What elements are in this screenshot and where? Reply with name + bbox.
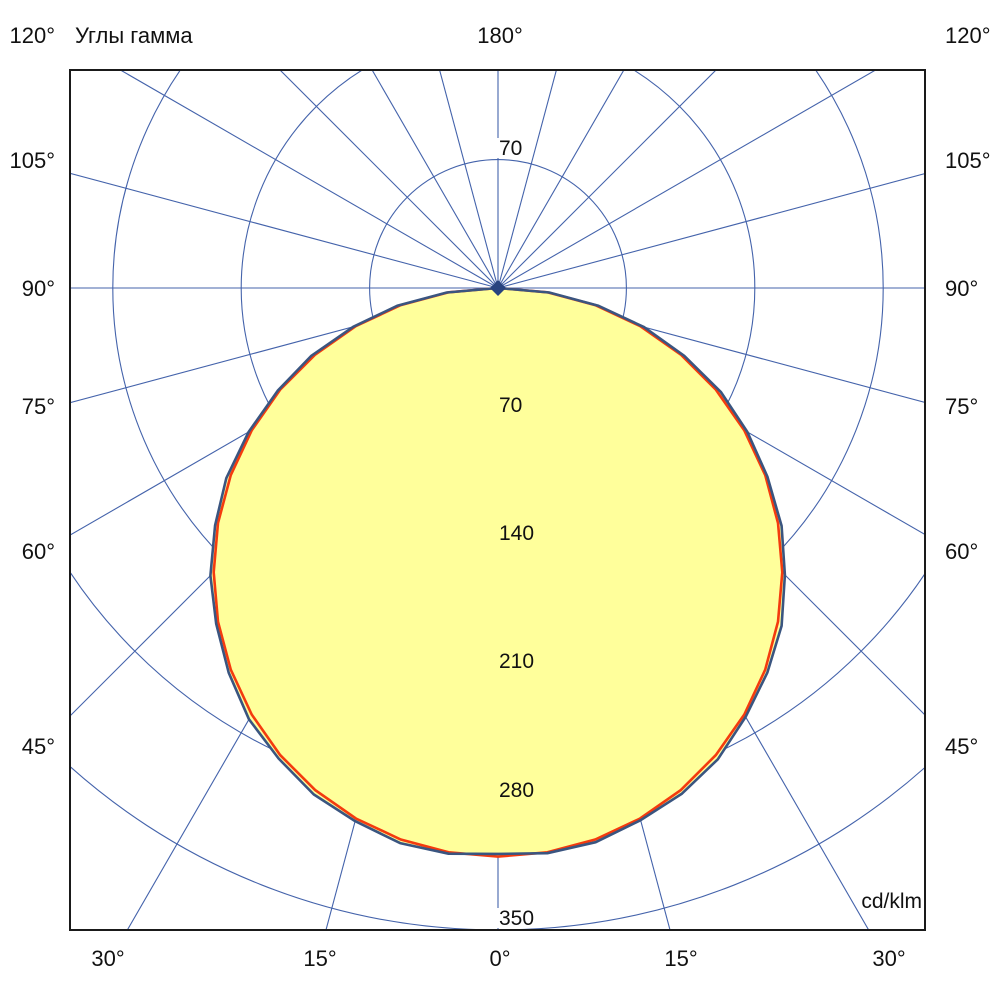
- angle-label-right-45°: 45°: [945, 734, 978, 759]
- radial-label-bg-3: [497, 651, 538, 671]
- angle-labels: Углы гамма 180° 120° 105° 90° 75° 60° 45° 120° 10…: [9, 23, 990, 971]
- plot-frame: [69, 69, 926, 931]
- radial-label-70: 70: [499, 394, 522, 417]
- angle-label-top-180: 180°: [477, 23, 523, 48]
- pole-marker: [490, 280, 506, 296]
- radial-label-bg-2: [497, 523, 538, 543]
- radial-label-210: 210: [499, 650, 534, 673]
- grid-ray-240: [119, 70, 499, 289]
- radial-label-bg-1: [497, 395, 526, 415]
- chart-title: Углы гамма: [75, 23, 193, 48]
- radial-tick-labels: 70 70 140 210 280 350: [497, 137, 538, 930]
- angle-label-right-75°: 75°: [945, 394, 978, 419]
- curve-fill-series-2: [210, 288, 785, 854]
- grid-ray-150: [497, 70, 625, 289]
- grid-ray-225: [279, 70, 499, 289]
- grid-ray-285: [70, 287, 499, 404]
- radial-label-bg-0: [497, 138, 526, 158]
- angle-label-right-120°: 120°: [945, 23, 991, 48]
- angle-label-bottom-4: 30°: [872, 946, 905, 971]
- angle-label-left-60°: 60°: [22, 539, 55, 564]
- radial-label-280: 280: [499, 779, 534, 802]
- angle-label-left-105°: 105°: [9, 148, 55, 173]
- grid-ray-135: [497, 70, 717, 289]
- angle-label-right-90°: 90°: [945, 276, 978, 301]
- angle-label-right-60°: 60°: [945, 539, 978, 564]
- angle-label-left-120°: 120°: [9, 23, 55, 48]
- radial-label-70: 70: [499, 137, 522, 160]
- grid-ray-75: [497, 287, 925, 403]
- angle-label-bottom-3: 15°: [664, 946, 697, 971]
- angle-label-left-90°: 90°: [22, 276, 55, 301]
- grid-ray-210: [371, 70, 499, 289]
- radial-label-bg-5: [497, 908, 538, 928]
- angle-label-left-45°: 45°: [22, 734, 55, 759]
- angle-label-bottom-2: 0°: [489, 946, 510, 971]
- intensity-curves: [209, 286, 787, 858]
- curve-line-series-1: [212, 286, 784, 858]
- angle-label-right-105°: 105°: [945, 148, 991, 173]
- angle-label-bottom-0: 30°: [91, 946, 124, 971]
- grid-ray-195: [439, 70, 499, 289]
- units-label: cd/klm: [861, 890, 922, 913]
- grid-ray-120: [497, 70, 877, 289]
- angle-label-bottom-1: 15°: [303, 946, 336, 971]
- radial-label-350: 350: [499, 907, 534, 930]
- grid-ray-255: [70, 172, 499, 289]
- radial-label-140: 140: [499, 522, 534, 545]
- curve-line-series-2: [209, 286, 787, 856]
- grid-ray-165: [497, 70, 557, 289]
- grid-ray-105: [497, 173, 925, 289]
- angle-label-left-75°: 75°: [22, 394, 55, 419]
- radial-label-bg-4: [497, 780, 538, 800]
